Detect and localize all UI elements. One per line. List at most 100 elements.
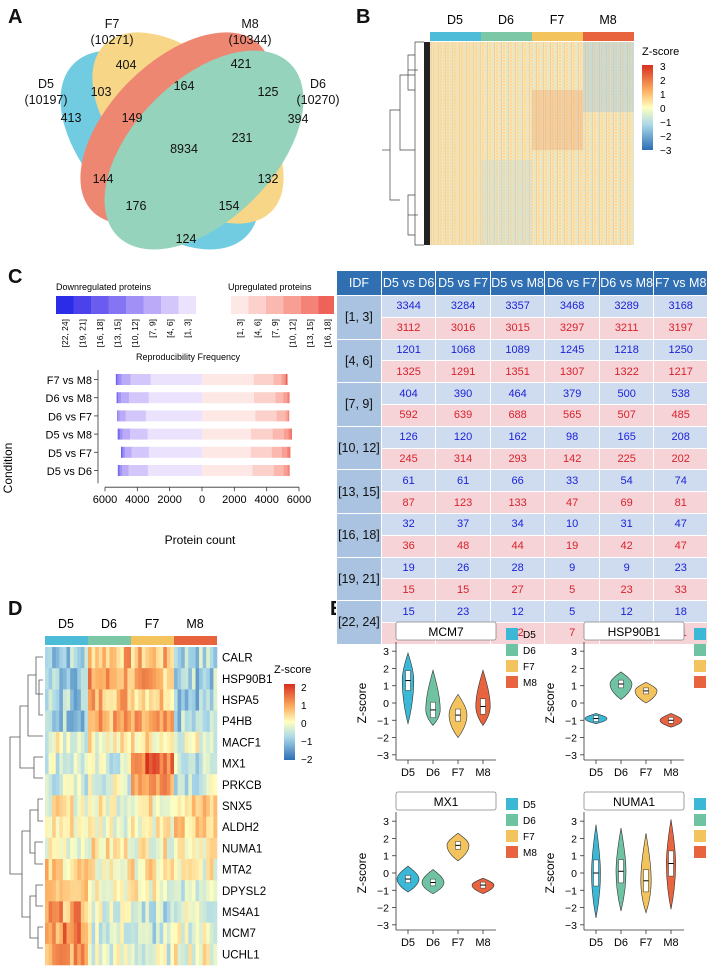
idf-cell-up: 485: [653, 403, 708, 427]
heatmap-d-cell: [109, 837, 114, 860]
bar-down-1-5: [121, 446, 123, 458]
heatmap-d-cell: [184, 774, 189, 796]
heatmap-d-cell: [195, 668, 200, 690]
idf-cell-down: 66: [489, 469, 546, 493]
heatmap-d-cell: [213, 689, 218, 711]
heatmap-d-cell: [213, 753, 218, 775]
heatmap-d-cell: [191, 753, 196, 775]
heatmap-d-cell: [184, 816, 189, 839]
violin-legend-swatch-m8: [506, 676, 518, 688]
heatmap-d-cell: [170, 901, 175, 923]
bar-down-5-5: [116, 374, 118, 385]
violin-d6: [425, 669, 441, 726]
heatmap-d-cell: [120, 922, 125, 945]
heatmap-d-cell: [52, 901, 57, 923]
violin-x-label-m8: M8: [663, 767, 678, 779]
heatmap-d-cell: [138, 647, 143, 669]
heatmap-d-cell: [131, 647, 135, 669]
heatmap-d-cell: [184, 837, 189, 860]
heatmap-d-cell: [88, 880, 92, 902]
heatmap-d-cell: [131, 837, 135, 860]
idf-cell-up: 47: [653, 534, 708, 558]
heatmap-d-cell: [156, 710, 160, 733]
bar-up-1-4: [287, 446, 290, 458]
heatmap-d-cell: [123, 710, 128, 733]
heatmap-d-cell: [113, 943, 117, 966]
heatmap-d-cell: [52, 943, 57, 966]
heatmap-b-colorbar: [642, 65, 653, 150]
heatmap-d-cell: [174, 731, 178, 754]
heatmap-d-cell: [145, 901, 150, 923]
heatmap-d-cell: [98, 689, 103, 711]
heatmap-d-cell: [80, 837, 85, 860]
idf-cell-up: 1351: [489, 360, 546, 384]
violin-legend-swatch-m8: [506, 846, 518, 858]
heatmap-d-cell: [177, 710, 182, 733]
heatmap-d-cell: [127, 689, 132, 711]
heatmap-d-cell: [148, 922, 153, 945]
bar-up-5-6: [286, 374, 288, 385]
heatmap-d-cell: [138, 753, 143, 775]
heatmap-d-cell: [66, 859, 71, 881]
heatmap-d-cell: [138, 795, 143, 817]
heatmap-d-cell: [141, 731, 146, 754]
heatmap-d-cell: [88, 795, 92, 817]
heatmap-d-cell: [209, 668, 214, 690]
heatmap-d-cell: [105, 901, 110, 923]
idf-cell-up: 293: [489, 447, 546, 471]
venn-region-d5-m8: 144: [93, 172, 114, 186]
bar-down-4-5: [116, 392, 118, 404]
violin-x-label-f7: F7: [640, 937, 653, 949]
violin-y-tick-label: −1: [377, 885, 389, 897]
heatmap-d-legend-title: Z-score: [274, 664, 311, 676]
heatmap-d-cell: [102, 880, 107, 902]
heatmap-d-cell: [134, 837, 139, 860]
heatmap-d-cell: [45, 795, 49, 817]
heatmap-d-cell: [177, 689, 182, 711]
heatmap-d-cell: [52, 816, 57, 839]
heatmap-d-cell: [134, 731, 139, 754]
heatmap-d-group-label-m8: M8: [186, 618, 203, 631]
heatmap-d-cell: [109, 901, 114, 923]
heatmap-d-cell: [202, 795, 207, 817]
heatmap-d-cell: [141, 647, 146, 669]
heatmap-d-cell: [123, 816, 128, 839]
heatmap-d-cell: [184, 647, 189, 669]
heatmap-d-cell: [73, 859, 78, 881]
heatmap-d-cell: [199, 880, 203, 902]
idf-cell-up: 1307: [544, 360, 600, 384]
bar-up-4-1: [253, 392, 276, 404]
x-tick-label-3: 0: [199, 494, 205, 506]
heatmap-d-cell: [109, 689, 114, 711]
heatmap-d-cell: [84, 943, 89, 966]
violin-strip: [583, 791, 685, 811]
heatmap-d-cell: [166, 922, 171, 945]
heatmap-d-cell: [105, 816, 110, 839]
idf-cell-up: 639: [435, 403, 491, 427]
heatmap-d-cell: [120, 731, 125, 754]
panel-letter-d: D: [8, 598, 23, 620]
heatmap-d-cell: [145, 668, 150, 690]
heatmap-d-cell: [152, 922, 157, 945]
heatmap-d-cell: [145, 795, 150, 817]
scale-label-up-0: [1, 3]: [235, 319, 245, 338]
bar-up-4-3: [283, 392, 288, 404]
scale-swatch-up-1: [248, 296, 267, 314]
heatmap-d-cell: [73, 753, 78, 775]
heatmap-d-cell: [45, 922, 49, 945]
gene-label-numa1: NUMA1: [222, 843, 262, 855]
heatmap-d-cell: [209, 753, 214, 775]
idf-row-down: [22, 24] 15 23 12 5 12 18: [336, 600, 708, 645]
heatmap-d-cell: [127, 795, 132, 817]
heatmap-d-cell: [184, 689, 189, 711]
heatmap-d-cell: [127, 710, 132, 733]
heatmap-d-cell: [174, 837, 178, 860]
heatmap-d-cell: [109, 774, 114, 796]
heatmap-d-cell: [59, 774, 64, 796]
heatmap-d-cell: [102, 901, 107, 923]
heatmap-d-cell: [156, 795, 160, 817]
heatmap-d-cell: [80, 859, 85, 881]
heatmap-d-cell: [177, 880, 182, 902]
bar-down-4-2: [121, 392, 130, 404]
heatmap-d-cell: [98, 859, 103, 881]
